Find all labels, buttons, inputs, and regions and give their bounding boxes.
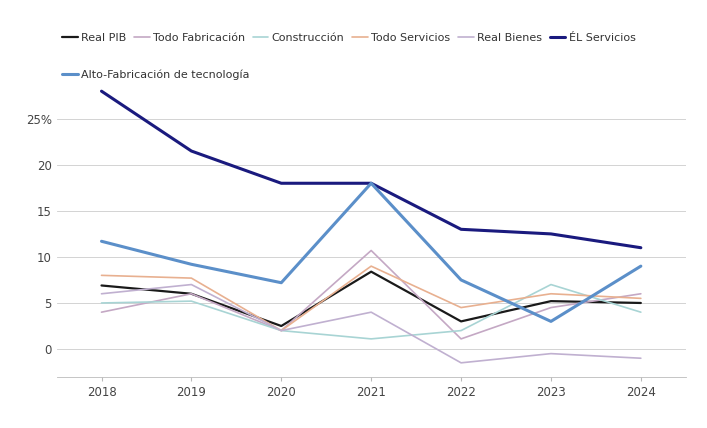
ÉL Servicios xyxy=(277,181,286,186)
Todo Fabricación xyxy=(367,248,375,253)
Line: ÉL Servicios: ÉL Servicios xyxy=(102,91,641,248)
Real PIB xyxy=(367,269,375,274)
Todo Fabricación xyxy=(187,291,196,296)
Alto-Fabricación de tecnología xyxy=(457,277,465,282)
Alto-Fabricación de tecnología xyxy=(636,264,645,269)
Real Bienes xyxy=(187,282,196,287)
Real PIB xyxy=(636,300,645,306)
Todo Servicios xyxy=(367,264,375,269)
Line: Construcción: Construcción xyxy=(102,285,641,339)
Todo Fabricación xyxy=(636,291,645,296)
Line: Real Bienes: Real Bienes xyxy=(102,285,641,363)
ÉL Servicios xyxy=(457,227,465,232)
Alto-Fabricación de tecnología xyxy=(367,181,375,186)
Alto-Fabricación de tecnología xyxy=(98,239,106,244)
Legend: Alto-Fabricación de tecnología: Alto-Fabricación de tecnología xyxy=(62,69,250,80)
Alto-Fabricación de tecnología xyxy=(547,319,555,324)
Todo Fabricación xyxy=(98,309,106,315)
Real Bienes xyxy=(98,291,106,296)
ÉL Servicios xyxy=(636,245,645,250)
Alto-Fabricación de tecnología xyxy=(277,280,286,285)
Construcción xyxy=(457,328,465,333)
ÉL Servicios xyxy=(98,89,106,94)
ÉL Servicios xyxy=(187,149,196,154)
Line: Alto-Fabricación de tecnología: Alto-Fabricación de tecnología xyxy=(102,183,641,321)
Construcción xyxy=(636,309,645,315)
Construcción xyxy=(367,336,375,342)
Todo Servicios xyxy=(636,296,645,301)
Todo Servicios xyxy=(547,291,555,296)
Real PIB xyxy=(457,319,465,324)
Todo Servicios xyxy=(457,305,465,310)
Todo Servicios xyxy=(187,276,196,281)
ÉL Servicios xyxy=(367,181,375,186)
ÉL Servicios xyxy=(547,232,555,237)
Todo Servicios xyxy=(98,273,106,278)
Alto-Fabricación de tecnología xyxy=(187,262,196,267)
Todo Servicios xyxy=(277,328,286,333)
Real Bienes xyxy=(277,328,286,333)
Line: Todo Fabricación: Todo Fabricación xyxy=(102,250,641,339)
Construcción xyxy=(547,282,555,287)
Real Bienes xyxy=(457,360,465,366)
Real PIB xyxy=(98,283,106,288)
Real Bienes xyxy=(636,356,645,361)
Line: Todo Servicios: Todo Servicios xyxy=(102,266,641,330)
Todo Fabricación xyxy=(547,305,555,310)
Line: Real PIB: Real PIB xyxy=(102,272,641,326)
Real Bienes xyxy=(367,309,375,315)
Real Bienes xyxy=(547,351,555,356)
Construcción xyxy=(98,300,106,306)
Construcción xyxy=(187,299,196,304)
Construcción xyxy=(277,328,286,333)
Real PIB xyxy=(547,299,555,304)
Todo Fabricación xyxy=(277,328,286,333)
Real PIB xyxy=(277,324,286,329)
Real PIB xyxy=(187,291,196,296)
Todo Fabricación xyxy=(457,336,465,342)
